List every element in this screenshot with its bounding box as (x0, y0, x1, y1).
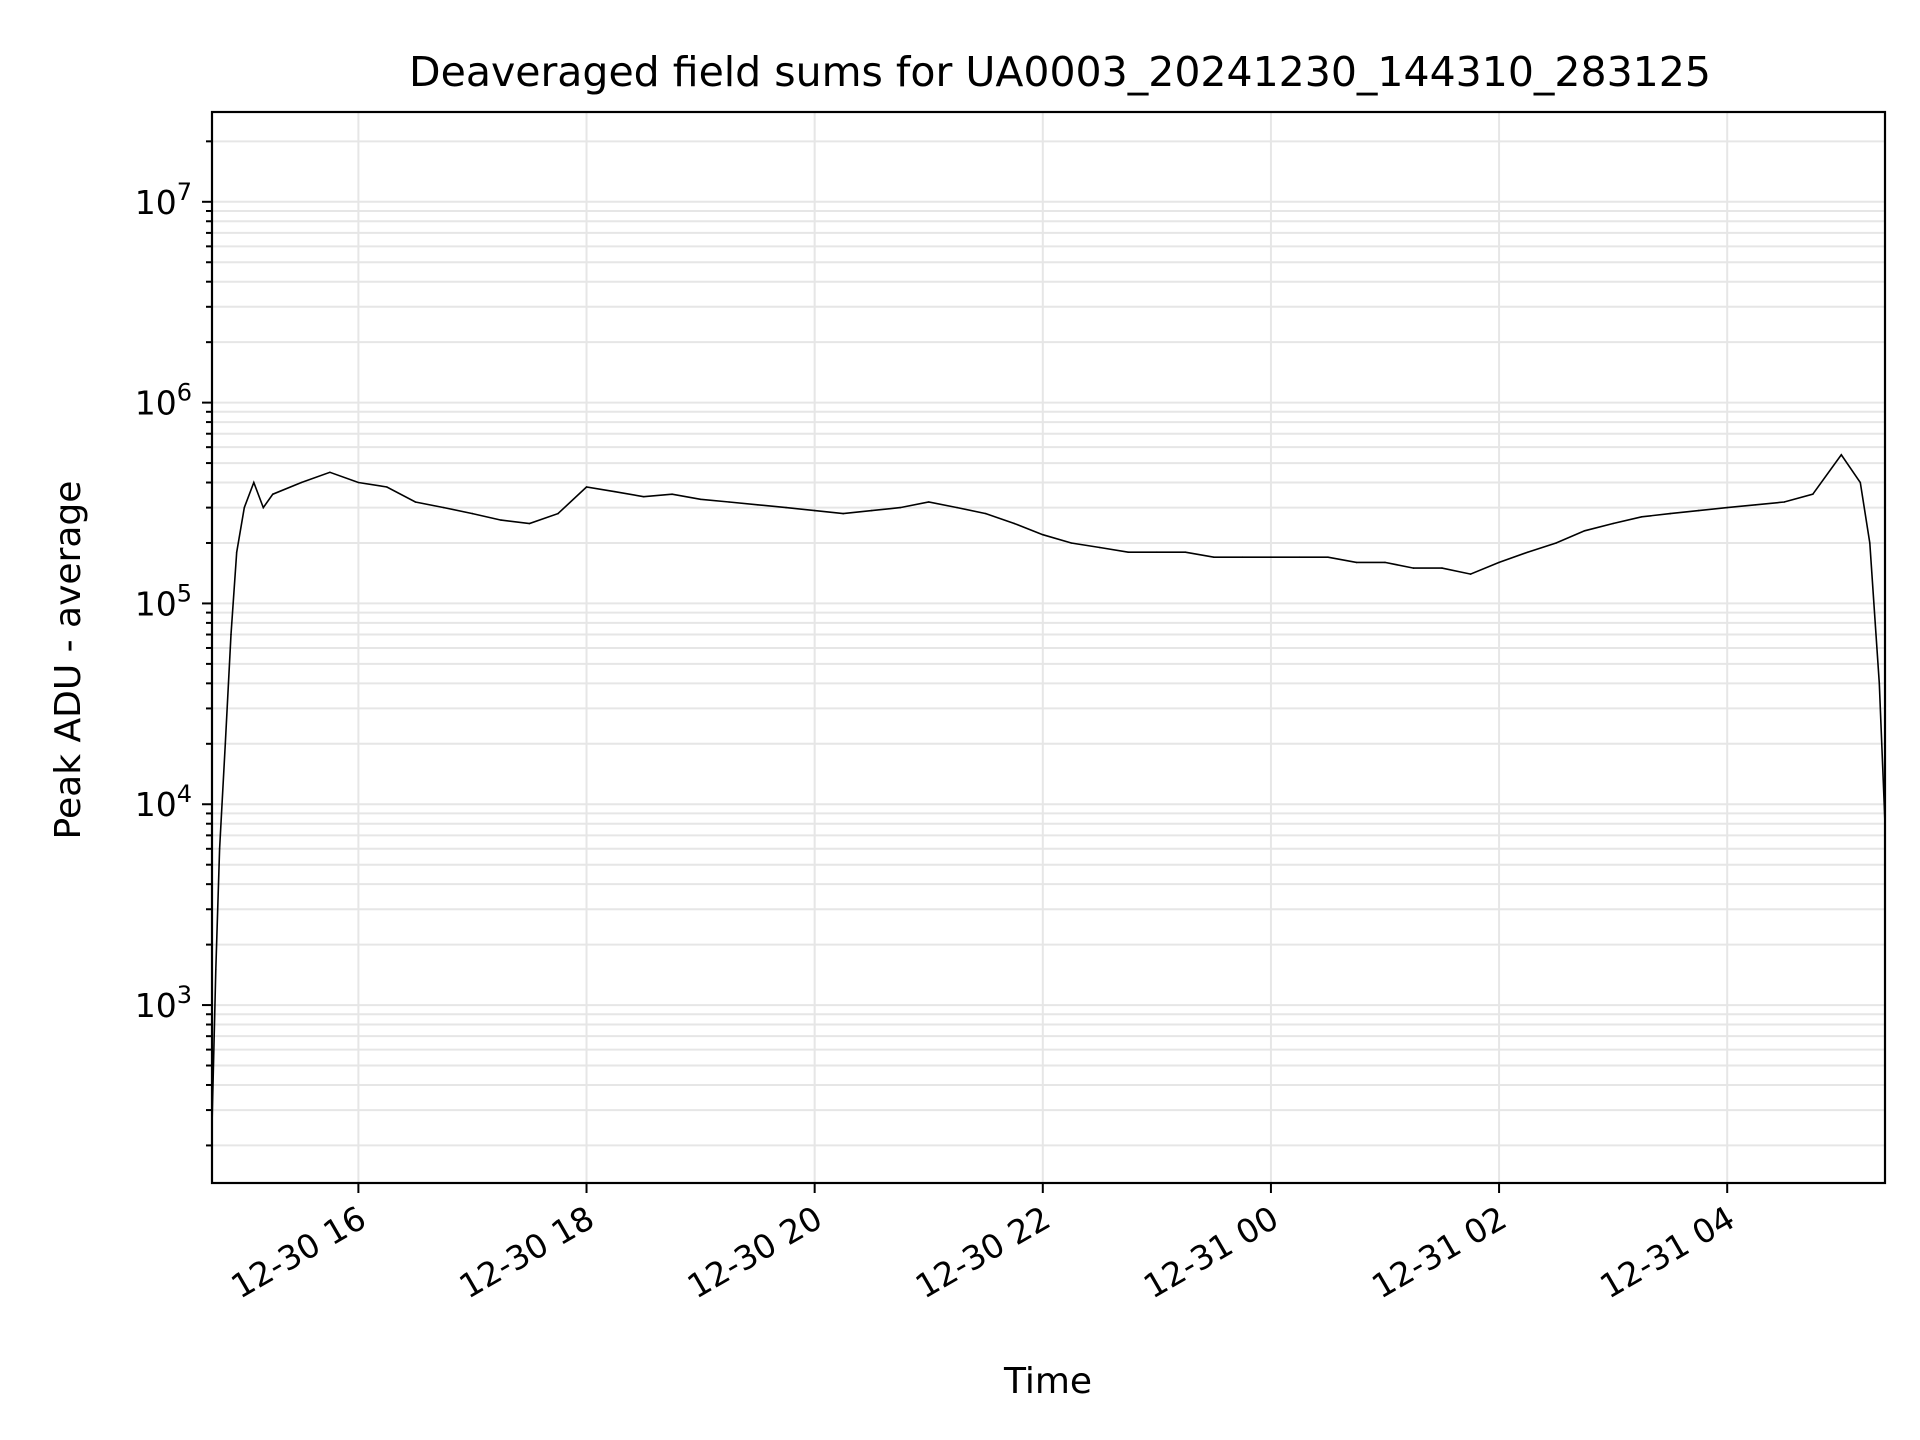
y-tick-label-exponent: 3 (177, 981, 192, 1009)
data-point (1555, 542, 1557, 544)
data-point (842, 512, 844, 515)
data-point (756, 504, 759, 506)
data-point (215, 968, 217, 971)
data-point (272, 493, 274, 496)
series-layer (211, 453, 1886, 1127)
y-tick-label: 104 (135, 780, 192, 824)
data-point (443, 506, 445, 509)
data-point (1840, 454, 1843, 456)
data-point (1241, 556, 1244, 558)
y-tick-label-base: 10 (135, 584, 177, 623)
data-point (671, 493, 673, 496)
data-point (1156, 551, 1158, 553)
data-point (1469, 573, 1472, 575)
data-point (927, 501, 930, 503)
data-point (728, 501, 730, 503)
y-tick-label: 105 (135, 579, 192, 623)
data-point (813, 509, 816, 512)
data-point (386, 486, 388, 488)
data-point (528, 522, 531, 525)
data-point (1669, 512, 1671, 515)
y-tick-label: 106 (135, 379, 192, 423)
data-point (1298, 556, 1301, 558)
data-point (1270, 556, 1272, 558)
chart-title: Deaveraged field sums for UA0003_2024123… (409, 48, 1711, 96)
data-point (956, 506, 958, 509)
data-point (1583, 530, 1586, 532)
data-point (1213, 556, 1215, 558)
data-point (614, 490, 616, 493)
data-point (1869, 542, 1871, 544)
data-point (414, 501, 417, 503)
y-tick-label: 103 (135, 981, 192, 1025)
data-point (230, 633, 232, 636)
data-point (585, 486, 588, 488)
data-point (1783, 501, 1785, 503)
x-axis-label: Time (1003, 1361, 1092, 1402)
data-point (1812, 493, 1814, 496)
data-point (262, 506, 265, 509)
data-point (699, 498, 702, 501)
data-point (300, 481, 303, 484)
data-point (1697, 509, 1700, 512)
data-point (642, 495, 645, 498)
y-tick-label-base: 10 (135, 785, 177, 824)
y-tick-label-exponent: 6 (177, 379, 192, 407)
data-point (1726, 506, 1728, 509)
data-point (224, 743, 227, 745)
y-tick-label-exponent: 7 (177, 178, 192, 206)
data-point (1127, 551, 1130, 553)
y-tick-label-base: 10 (135, 183, 177, 222)
data-point (1412, 567, 1415, 569)
data-point (985, 512, 987, 515)
data-point (1640, 516, 1643, 518)
data-point (329, 471, 331, 474)
data-point (785, 506, 787, 509)
data-point (1327, 556, 1329, 558)
data-point (471, 512, 474, 515)
data-point (500, 519, 502, 521)
data-point (1184, 551, 1187, 553)
y-tick-label: 107 (135, 178, 192, 222)
data-point (253, 481, 255, 484)
data-point (899, 506, 901, 509)
data-point (1013, 522, 1016, 525)
plot-frame (210, 110, 1887, 1185)
data-point (1754, 504, 1757, 506)
data-point (235, 551, 238, 553)
data-point (1099, 546, 1101, 549)
data-point (1384, 561, 1386, 564)
data-point (1612, 522, 1614, 525)
data-point (1070, 542, 1073, 544)
data-point (357, 481, 360, 484)
y-tick-label-base: 10 (135, 986, 177, 1025)
y-tick-label-base: 10 (135, 384, 177, 423)
data-point (243, 506, 246, 509)
data-point (1526, 551, 1529, 553)
y-tick-label-exponent: 4 (177, 780, 192, 808)
y-axis-label: Peak ADU - average (48, 481, 89, 840)
data-point (1355, 561, 1358, 564)
data-point (1441, 567, 1443, 569)
data-point (1042, 533, 1044, 536)
data-point (1859, 481, 1862, 484)
data-point (557, 512, 559, 515)
data-point (870, 509, 873, 512)
data-point (1498, 561, 1500, 564)
data-point (218, 848, 221, 850)
grid (212, 112, 1885, 1183)
data-point (1878, 682, 1881, 685)
y-tick-label-exponent: 5 (177, 579, 192, 607)
